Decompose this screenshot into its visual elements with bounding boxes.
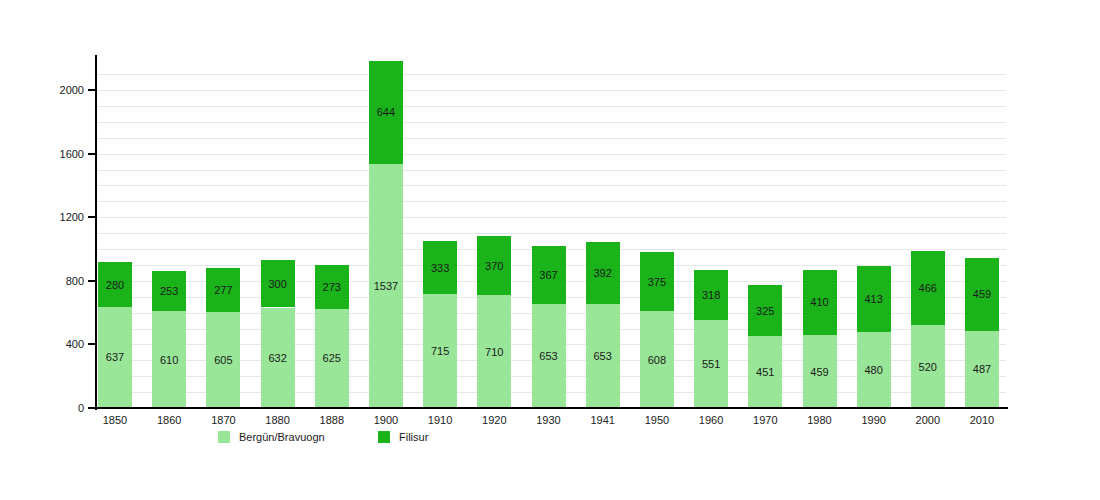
bar-value-label: 520 <box>911 360 945 374</box>
bar-value-label: 637 <box>98 350 132 364</box>
x-tick-label: 1970 <box>738 414 792 427</box>
bar-value-label: 605 <box>206 353 240 367</box>
bar-value-label: 370 <box>477 259 511 273</box>
bar-value-label: 610 <box>152 353 186 367</box>
bar-value-label: 280 <box>98 278 132 292</box>
bar-value-label: 375 <box>640 275 674 289</box>
bar-value-label: 625 <box>315 351 349 365</box>
bar-value-label: 300 <box>261 277 295 291</box>
x-tick-label: 1960 <box>684 414 738 427</box>
gridline <box>96 217 1006 218</box>
legend-label-bergun-bravuogn: Bergün/Bravuogn <box>239 430 325 444</box>
gridline <box>96 233 1006 234</box>
bar-value-label: 392 <box>586 266 620 280</box>
legend-label-filisur: Filisur <box>399 430 428 444</box>
bar-value-label: 632 <box>261 351 295 365</box>
bar-value-label: 608 <box>640 353 674 367</box>
x-tick-label: 2010 <box>955 414 1009 427</box>
y-tick <box>88 280 95 282</box>
gridline <box>96 201 1006 202</box>
x-tick-label: 1860 <box>142 414 196 427</box>
x-tick-label: 2000 <box>901 414 955 427</box>
x-tick-label: 1900 <box>359 414 413 427</box>
legend-swatch-filisur <box>378 431 390 443</box>
x-axis <box>94 407 1008 409</box>
bar-value-label: 480 <box>857 363 891 377</box>
gridline <box>96 122 1006 123</box>
y-axis <box>95 55 97 410</box>
bar-value-label: 413 <box>857 292 891 306</box>
bar-value-label: 710 <box>477 345 511 359</box>
bar-value-label: 1537 <box>369 279 403 293</box>
bar-value-label: 459 <box>965 287 999 301</box>
x-tick-label: 1910 <box>413 414 467 427</box>
bar-value-label: 644 <box>369 105 403 119</box>
x-tick-label: 1920 <box>467 414 521 427</box>
x-tick-label: 1880 <box>251 414 305 427</box>
x-tick-label: 1990 <box>847 414 901 427</box>
y-tick-label: 800 <box>38 275 84 288</box>
x-tick-label: 1850 <box>88 414 142 427</box>
y-tick <box>88 343 95 345</box>
bar-value-label: 367 <box>532 268 566 282</box>
gridline <box>96 138 1006 139</box>
y-tick-label: 0 <box>38 402 84 415</box>
bar-value-label: 273 <box>315 280 349 294</box>
y-tick <box>88 153 95 155</box>
gridline <box>96 170 1006 171</box>
x-tick-label: 1950 <box>630 414 684 427</box>
bar-value-label: 277 <box>206 283 240 297</box>
bar-value-label: 459 <box>803 365 837 379</box>
y-tick-label: 1200 <box>38 211 84 224</box>
gridline <box>96 90 1006 91</box>
bar-value-label: 333 <box>423 261 457 275</box>
bar-value-label: 410 <box>803 295 837 309</box>
y-tick <box>88 89 95 91</box>
bar-value-label: 653 <box>532 349 566 363</box>
gridline <box>96 154 1006 155</box>
y-tick-label: 2000 <box>38 84 84 97</box>
y-tick-label: 1600 <box>38 148 84 161</box>
bar-value-label: 451 <box>748 365 782 379</box>
gridline <box>96 74 1006 75</box>
x-tick-label: 1888 <box>305 414 359 427</box>
legend-swatch-bergun-bravuogn <box>218 431 230 443</box>
bar-value-label: 487 <box>965 362 999 376</box>
x-tick-label: 1980 <box>793 414 847 427</box>
x-tick-label: 1941 <box>576 414 630 427</box>
gridline <box>96 106 1006 107</box>
population-stacked-bar-chart: Bergün/Bravuogn Filisur 637 280 1850 610 253… <box>0 0 1100 500</box>
x-tick-label: 1870 <box>196 414 250 427</box>
bar-value-label: 466 <box>911 281 945 295</box>
y-tick <box>88 216 95 218</box>
bar-value-label: 325 <box>748 304 782 318</box>
y-tick <box>88 407 95 409</box>
bar-value-label: 318 <box>694 288 728 302</box>
bar-value-label: 551 <box>694 357 728 371</box>
gridline <box>96 185 1006 186</box>
y-tick-label: 400 <box>38 338 84 351</box>
x-tick-label: 1930 <box>522 414 576 427</box>
bar-value-label: 253 <box>152 284 186 298</box>
bar-value-label: 715 <box>423 344 457 358</box>
bar-value-label: 653 <box>586 349 620 363</box>
